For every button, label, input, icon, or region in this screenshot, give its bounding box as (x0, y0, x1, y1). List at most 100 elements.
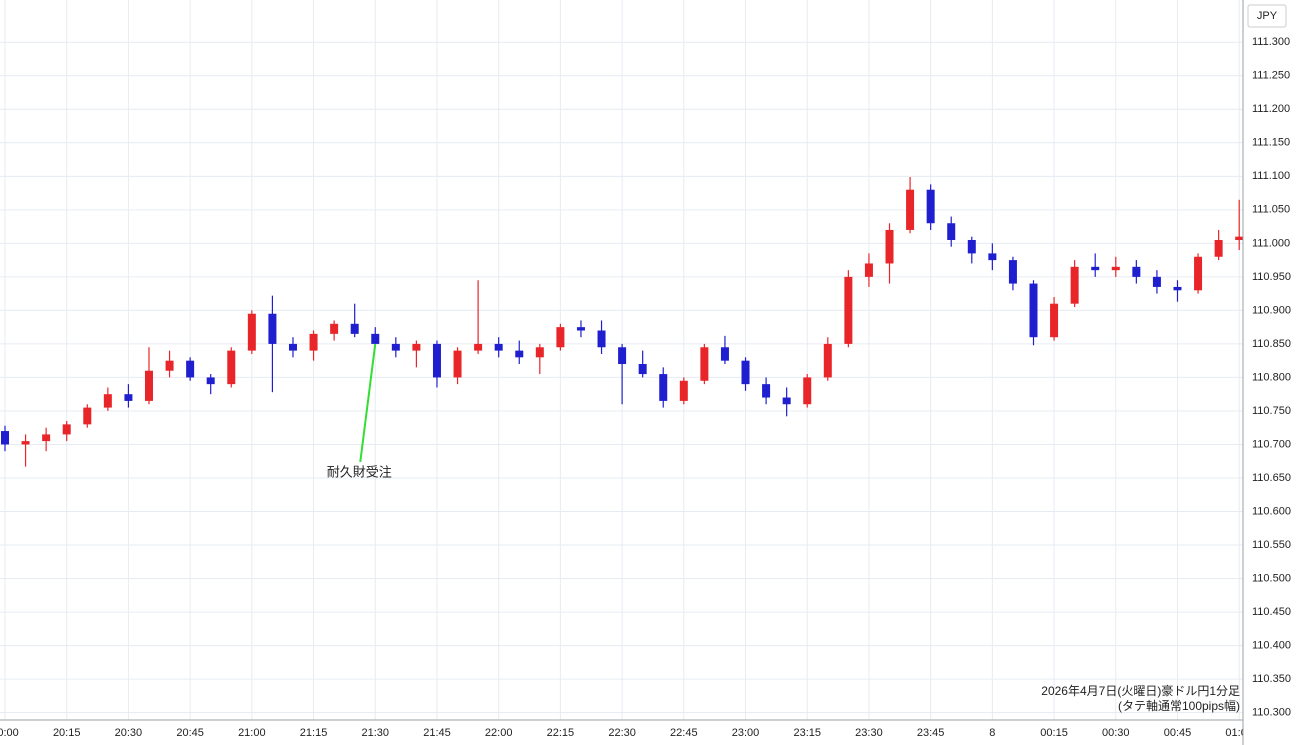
x-tick-label: 20:00 (0, 727, 19, 739)
candle-body (1070, 266, 1079, 304)
candle-body (144, 370, 153, 401)
y-tick-label: 110.300 (1252, 707, 1291, 719)
candle-body (906, 189, 915, 230)
y-tick-label: 111.050 (1252, 204, 1290, 216)
x-tick-label: 21:45 (423, 727, 451, 739)
x-axis: 20:00 20:15 20:30 20:45 21:00 21:15 21:30 21:45… (0, 727, 1243, 739)
candles (1, 176, 1243, 467)
x-tick-label: 21:30 (361, 727, 389, 739)
note: 2026年4月7日(火曜日)豪ドル円1分足 (1041, 683, 1240, 698)
y-axis: 110.300 110.350 110.400 110.450 110.500 110.5… (1252, 36, 1291, 718)
candle-body (494, 343, 503, 351)
x-tick-label: 00:15 (1040, 727, 1068, 739)
candle-body (247, 313, 256, 351)
candle-body (1132, 266, 1141, 277)
candle-body (618, 347, 627, 365)
candle-body (638, 364, 647, 375)
candle-body (864, 263, 873, 277)
candle-body (556, 327, 565, 348)
candle-body (391, 343, 400, 351)
candle-body (206, 377, 215, 385)
candle-body (947, 223, 956, 240)
candle-body (1091, 266, 1100, 271)
candle-body (350, 323, 359, 334)
y-tick-label: 111.150 (1252, 137, 1290, 149)
y-tick-label: 110.650 (1252, 472, 1291, 484)
y-tick-label: 110.350 (1252, 673, 1291, 685)
annotation-line (359, 343, 377, 463)
x-tick-label: 00:30 (1102, 727, 1130, 739)
candle-body (844, 276, 853, 344)
grid (0, 0, 1243, 720)
candle-body (1194, 256, 1203, 291)
axis-label-box (1247, 4, 1287, 28)
candle-body (885, 229, 894, 264)
y-tick-label: 110.450 (1252, 606, 1291, 618)
annotation-text: 耐久財受注 (327, 464, 392, 479)
candle-body (535, 347, 544, 358)
candle-body (823, 343, 832, 378)
y-tick-label: 111.000 (1252, 237, 1290, 249)
candle-body (330, 323, 339, 334)
y-tick-label: 110.900 (1252, 304, 1291, 316)
y-tick-label: 110.500 (1252, 572, 1291, 584)
candle-body (412, 343, 421, 351)
note: (タテ軸通常100pips幅) (1118, 698, 1240, 713)
candle-body (1152, 276, 1161, 287)
candle-body (288, 343, 297, 351)
candle-body (227, 350, 236, 385)
x-tick-label: 20:45 (176, 727, 204, 739)
candle-body (597, 330, 606, 348)
candle-body (1050, 303, 1059, 338)
candle-body (515, 350, 524, 358)
y-tick-label: 110.950 (1252, 271, 1291, 283)
candle-body (659, 374, 668, 401)
x-tick-label: 21:00 (238, 727, 266, 739)
candle-body (42, 434, 51, 442)
x-tick-label: 22:15 (547, 727, 575, 739)
x-tick-label: 22:00 (485, 727, 513, 739)
candle-body (803, 377, 812, 405)
y-tick-label: 111.100 (1252, 170, 1290, 182)
y-tick-label: 111.200 (1252, 103, 1290, 115)
candle-body (268, 313, 277, 344)
candle-body (576, 327, 585, 331)
y-tick-label: 110.550 (1252, 539, 1291, 551)
y-tick-label: 110.800 (1252, 371, 1291, 383)
candle-body (103, 394, 112, 408)
candle-body (186, 360, 195, 378)
candle-body (124, 394, 133, 401)
candle-body (165, 360, 174, 371)
candle-body (720, 347, 729, 361)
candle-body (474, 343, 483, 351)
x-tick-label: 20:15 (53, 727, 81, 739)
candle-body (1173, 286, 1182, 291)
y-axis-label: JPY (1257, 10, 1278, 22)
candle-body (309, 333, 318, 351)
candle-body (967, 240, 976, 254)
candle-body (1111, 266, 1120, 271)
x-tick-label: 22:45 (670, 727, 698, 739)
x-tick-label: 00:45 (1164, 727, 1192, 739)
candle-body (679, 380, 688, 401)
candle-body (926, 189, 935, 224)
candle-body (371, 333, 380, 344)
x-tick-label: 23:15 (793, 727, 821, 739)
candle-body (782, 397, 791, 405)
candle-body (762, 384, 771, 398)
y-tick-label: 111.300 (1252, 36, 1290, 48)
candle-body (1214, 240, 1223, 257)
candle-body (700, 347, 709, 381)
x-tick-label: 23:00 (732, 727, 760, 739)
y-tick-label: 110.600 (1252, 505, 1291, 517)
candle-body (1, 431, 9, 445)
x-tick-label: 20:30 (115, 727, 143, 739)
candle-body (988, 253, 997, 261)
candle-body (453, 350, 462, 378)
y-tick-label: 110.400 (1252, 639, 1291, 651)
candle-body (1029, 283, 1038, 338)
x-tick-label: 22:30 (608, 727, 636, 739)
candle-body (1235, 236, 1243, 240)
